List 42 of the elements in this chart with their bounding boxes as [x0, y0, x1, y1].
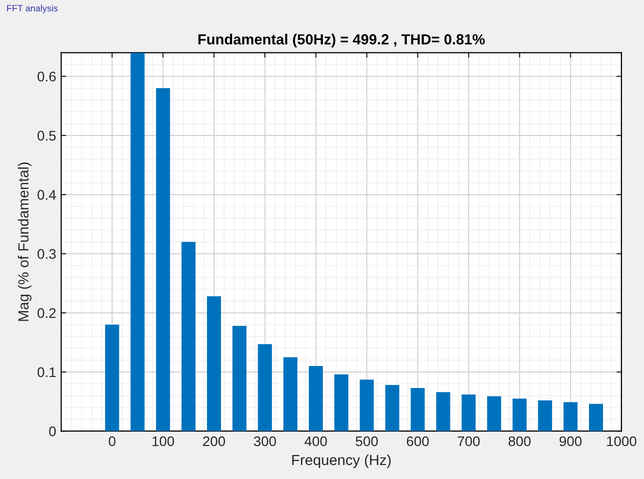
- x-tick-label: 400: [304, 436, 327, 446]
- y-tick-label: 0.5: [38, 130, 56, 141]
- x-tick-label: 800: [508, 436, 531, 446]
- chart-title: Fundamental (50Hz) = 499.2 , THD= 0.81%: [198, 34, 485, 48]
- bar: [385, 384, 400, 432]
- x-tick-label: 1000: [607, 436, 636, 446]
- bar: [308, 366, 323, 432]
- x-tick-label: 200: [203, 436, 226, 446]
- bar: [334, 374, 348, 432]
- bar: [360, 380, 374, 432]
- y-tick-label: 0: [49, 426, 56, 436]
- bar: [512, 398, 527, 432]
- y-tick-label: 0.6: [38, 72, 56, 82]
- x-tick-label: 0: [108, 436, 116, 446]
- bar: [436, 392, 450, 432]
- x-tick-label: 700: [458, 436, 480, 446]
- bar: [588, 404, 603, 432]
- bar: [105, 324, 120, 432]
- bar: [462, 394, 476, 432]
- y-tick-label: 0.3: [38, 249, 56, 259]
- bar: [258, 344, 272, 432]
- bar: [206, 296, 221, 432]
- x-axis-title: Frequency (Hz): [292, 454, 391, 468]
- x-tick-label: 600: [406, 436, 429, 446]
- y-tick-label: 0.4: [38, 190, 56, 200]
- bar: [410, 388, 425, 432]
- bar: [130, 52, 145, 432]
- x-tick-label: 900: [560, 436, 582, 446]
- y-axis-title: Mag (% of Fundamental): [18, 162, 32, 321]
- bar: [487, 396, 502, 432]
- y-tick-label: 0.1: [38, 367, 56, 378]
- bar: [156, 88, 170, 432]
- bar: [538, 400, 552, 432]
- x-tick-label: 100: [152, 436, 174, 446]
- bar: [283, 357, 298, 432]
- text: FFT analysis: [7, 4, 58, 14]
- x-tick-label: 300: [254, 436, 276, 446]
- bar: [564, 402, 578, 432]
- bar: [182, 242, 196, 432]
- bar: [232, 326, 246, 432]
- x-tick-label: 500: [356, 436, 378, 446]
- y-tick-label: 0.2: [38, 308, 56, 318]
